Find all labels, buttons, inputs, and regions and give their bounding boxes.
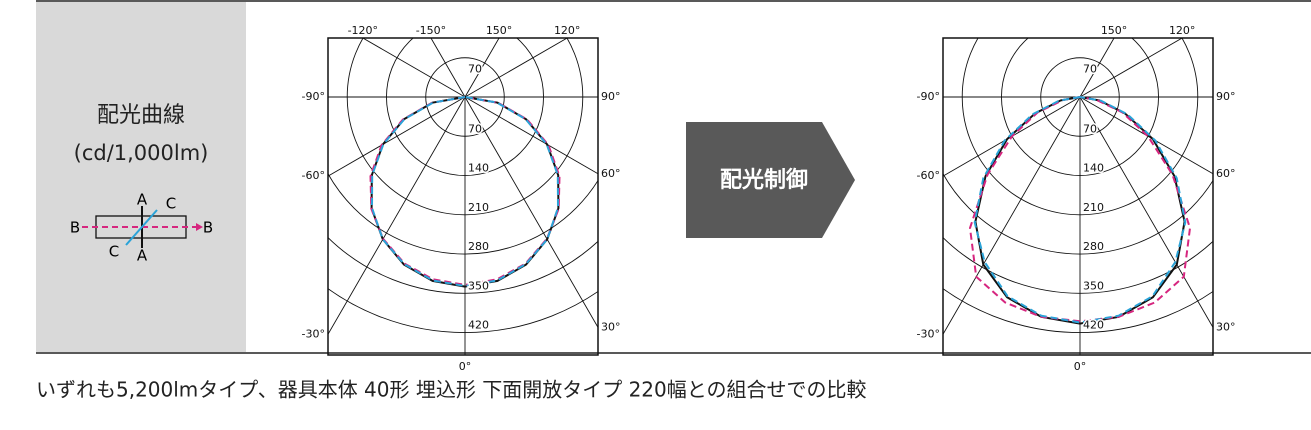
- angle-tick-label: 0°: [459, 360, 472, 373]
- ring: [1001, 38, 1159, 176]
- angle-tick-label: -60°: [302, 169, 325, 182]
- plot-frame: [327, 37, 599, 356]
- caption: いずれも5,200lmタイプ、器具本体 40形 埋込形 下面開放タイプ 220幅…: [36, 378, 867, 402]
- spoke: [328, 96, 466, 177]
- luminaire-key: A A B B C C: [70, 191, 213, 265]
- spoke: [1079, 38, 1183, 98]
- angle-tick-label: -30°: [917, 327, 940, 340]
- r-tick-label: 420: [468, 319, 489, 332]
- angle-tick-label: -150°: [416, 24, 446, 37]
- r-tick-label: 350: [468, 279, 489, 292]
- ring: [386, 38, 544, 176]
- ring: [328, 236, 598, 294]
- angle-tick-label: 0°: [1074, 360, 1087, 373]
- angle-tick-label: -90°: [917, 90, 940, 103]
- ring: [328, 172, 598, 255]
- angle-tick-label: -120°: [348, 24, 378, 37]
- intensity-curve: [968, 96, 1192, 323]
- spoke: [464, 96, 598, 328]
- angle-tick-label: 150°: [1101, 24, 1128, 37]
- control-label: 配光制御: [720, 167, 808, 193]
- r-tick-label: 420: [1083, 319, 1104, 332]
- ring: [961, 38, 1199, 216]
- ring: [425, 57, 505, 137]
- r-tick-label: 70: [468, 63, 482, 76]
- angle-tick-label: -60°: [917, 169, 940, 182]
- ring: [328, 288, 598, 333]
- angle-tick-label: 150°: [486, 24, 513, 37]
- spoke: [464, 38, 568, 98]
- key-label: C: [166, 195, 176, 213]
- spoke: [430, 38, 466, 98]
- angle-tick-label: 90°: [1216, 90, 1236, 103]
- angle-tick-label: 90°: [601, 90, 621, 103]
- panel-unit: (cd/1,000lm): [74, 141, 209, 165]
- r-tick-label: 70: [1083, 122, 1097, 135]
- spoke: [1079, 96, 1213, 328]
- key-label: A: [137, 247, 148, 265]
- axis-c: [125, 209, 158, 246]
- ring: [1040, 57, 1120, 137]
- spoke: [943, 96, 1081, 335]
- key-label: B: [70, 219, 80, 237]
- polar-plot: [328, 38, 598, 355]
- arrow-b: [196, 223, 203, 231]
- r-tick-label: 280: [1083, 240, 1104, 253]
- spoke: [464, 38, 500, 98]
- spoke: [362, 38, 466, 98]
- r-tick-label: 210: [468, 201, 489, 214]
- intensity-curve: [369, 96, 561, 286]
- plot-frame: [942, 37, 1214, 356]
- intensity-curve: [973, 96, 1187, 324]
- angle-tick-label: -30°: [302, 327, 325, 340]
- r-tick-label: 280: [468, 240, 489, 253]
- spoke: [464, 96, 598, 175]
- intensity-curve: [370, 96, 560, 288]
- r-tick-label: 140: [1083, 162, 1104, 175]
- spoke: [1079, 38, 1115, 98]
- angle-tick-label: 60°: [601, 167, 621, 180]
- panel-title: 配光曲線: [97, 103, 185, 128]
- spoke: [328, 96, 466, 335]
- polar-plot: [943, 38, 1213, 355]
- key-label: C: [109, 243, 119, 261]
- angle-tick-label: 60°: [1216, 167, 1236, 180]
- key-label: B: [203, 219, 213, 237]
- key-label: A: [137, 191, 148, 209]
- angle-tick-label: 120°: [554, 24, 581, 37]
- ring: [346, 38, 584, 216]
- angle-tick-label: 30°: [601, 320, 621, 333]
- key-panel: [36, 2, 246, 352]
- ring: [943, 236, 1213, 294]
- ring: [943, 172, 1213, 255]
- r-tick-label: 350: [1083, 279, 1104, 292]
- angle-tick-label: 120°: [1169, 24, 1196, 37]
- ring: [943, 288, 1213, 333]
- r-tick-label: 140: [468, 162, 489, 175]
- r-tick-label: 70: [468, 122, 482, 135]
- angle-tick-label: -90°: [302, 90, 325, 103]
- angle-tick-label: 30°: [1216, 320, 1236, 333]
- control-arrow: [686, 122, 855, 238]
- r-tick-label: 210: [1083, 201, 1104, 214]
- r-tick-label: 70: [1083, 63, 1097, 76]
